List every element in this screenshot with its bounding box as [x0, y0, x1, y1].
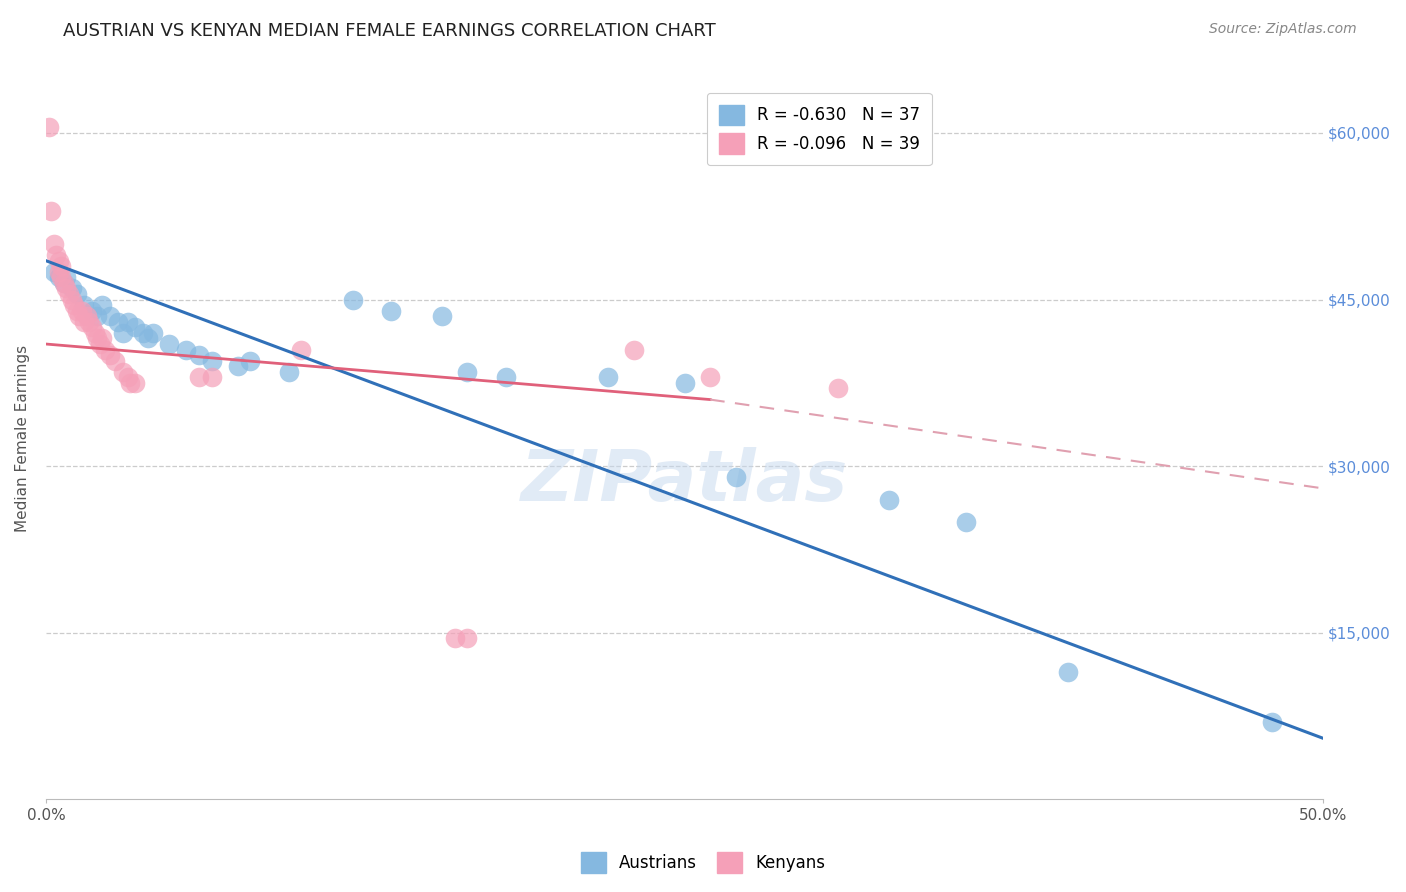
Point [342, 293, 364, 307]
Point [136, 331, 159, 345]
Point [239, 353, 262, 368]
Point [877, 492, 900, 507]
Point [52, 276, 75, 290]
Point [226, 359, 249, 374]
Point [201, 370, 224, 384]
Point [86, 331, 108, 345]
Point [76, 310, 98, 324]
Point [79, 315, 101, 329]
Point [60, 293, 83, 307]
Point [827, 381, 849, 395]
Point [73, 315, 96, 329]
Point [98, 348, 121, 362]
Point [67, 310, 90, 324]
Point [60, 281, 83, 295]
Point [142, 326, 165, 340]
Point [596, 370, 619, 384]
Point [93, 343, 115, 357]
Point [120, 376, 142, 390]
Point [201, 353, 224, 368]
Point [1056, 665, 1078, 679]
Point [290, 343, 312, 357]
Text: AUSTRIAN VS KENYAN MEDIAN FEMALE EARNINGS CORRELATION CHART: AUSTRIAN VS KENYAN MEDIAN FEMALE EARNING… [63, 22, 716, 40]
Point [42, 237, 65, 252]
Point [117, 370, 139, 384]
Point [89, 337, 111, 351]
Point [52, 276, 75, 290]
Point [132, 326, 155, 340]
Point [51, 260, 73, 274]
Point [117, 315, 139, 329]
Point [58, 287, 80, 301]
Point [104, 353, 127, 368]
Point [73, 298, 96, 312]
Point [48, 265, 70, 279]
Point [724, 470, 747, 484]
Point [157, 337, 180, 351]
Point [456, 365, 478, 379]
Point [48, 270, 70, 285]
Point [124, 320, 146, 334]
Point [124, 376, 146, 390]
Point [456, 632, 478, 646]
Point [277, 365, 299, 379]
Point [495, 370, 517, 384]
Point [699, 370, 721, 384]
Point [80, 320, 103, 334]
Point [63, 298, 86, 312]
Point [48, 253, 70, 268]
Point [39, 203, 62, 218]
Point [188, 348, 211, 362]
Point [51, 270, 73, 285]
Point [176, 343, 198, 357]
Point [380, 303, 402, 318]
Point [111, 326, 134, 340]
Point [111, 365, 134, 379]
Point [1261, 714, 1284, 729]
Point [673, 376, 696, 390]
Point [955, 515, 977, 529]
Point [430, 310, 453, 324]
Point [42, 265, 65, 279]
Text: ZIPatlas: ZIPatlas [522, 447, 848, 516]
Point [55, 270, 77, 285]
Point [107, 315, 129, 329]
Point [80, 303, 103, 318]
Point [55, 281, 77, 295]
Legend: Austrians, Kenyans: Austrians, Kenyans [574, 846, 832, 880]
Point [66, 287, 89, 301]
Point [623, 343, 645, 357]
Point [91, 331, 114, 345]
Point [66, 303, 89, 318]
Point [70, 303, 93, 318]
Point [86, 310, 108, 324]
Point [188, 370, 211, 384]
Point [38, 120, 60, 135]
Y-axis label: Median Female Earnings: Median Female Earnings [15, 345, 30, 532]
Point [91, 298, 114, 312]
Point [83, 326, 105, 340]
Point [443, 632, 465, 646]
Point [98, 310, 121, 324]
Point [45, 248, 67, 262]
Text: Source: ZipAtlas.com: Source: ZipAtlas.com [1209, 22, 1357, 37]
Legend: R = -0.630   N = 37, R = -0.096   N = 39: R = -0.630 N = 37, R = -0.096 N = 39 [707, 93, 932, 165]
